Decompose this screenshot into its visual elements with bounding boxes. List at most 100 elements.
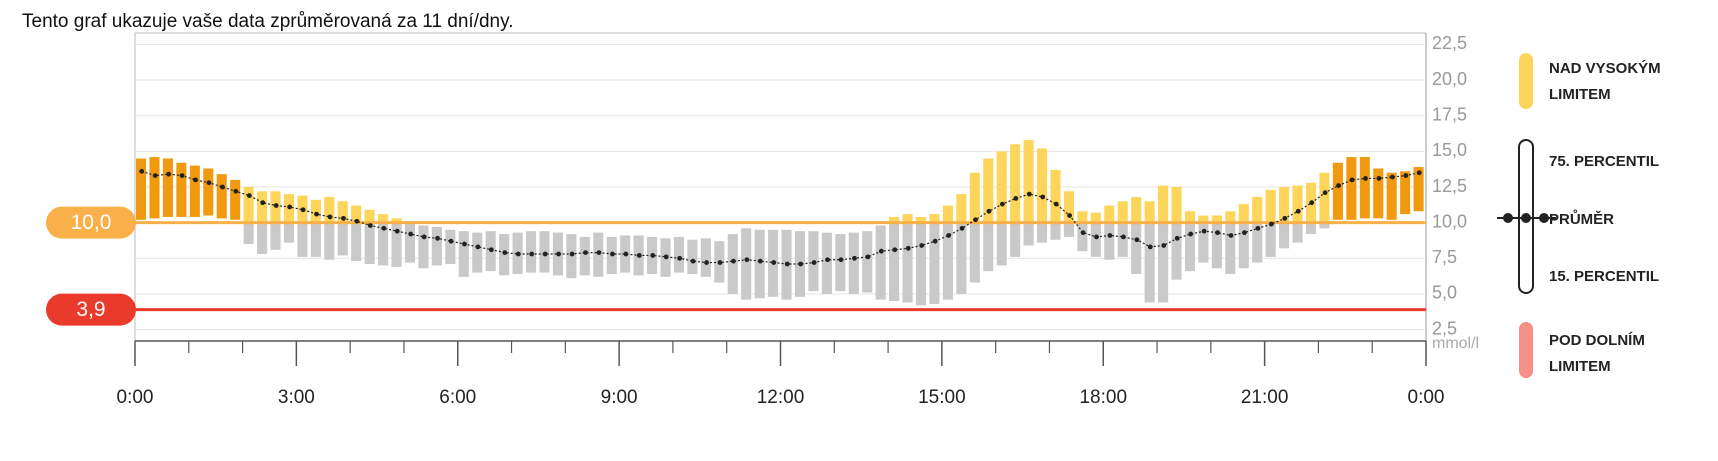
bar-high-part xyxy=(324,196,335,223)
low-limit-badge xyxy=(46,293,136,326)
legend-mean-dot xyxy=(1503,213,1513,223)
mean-dot xyxy=(1174,235,1180,241)
y-tick-label: 15,0 xyxy=(1432,140,1467,160)
mean-dot xyxy=(1403,173,1409,178)
mean-dot xyxy=(1336,183,1341,188)
bar-part xyxy=(310,222,321,257)
legend-p75: 75. PERCENTIL xyxy=(1549,153,1660,170)
mean-dot xyxy=(852,255,857,261)
bar-part xyxy=(1198,222,1209,263)
bar-part xyxy=(969,222,980,283)
bar-above-limit xyxy=(1373,168,1384,219)
mean-dot xyxy=(717,260,723,265)
mean-dot xyxy=(314,211,319,217)
bar-part xyxy=(1010,222,1021,257)
mean-dot xyxy=(1295,208,1301,214)
mean-dot xyxy=(1201,228,1207,234)
mean-dot xyxy=(354,218,360,224)
bar-above-limit xyxy=(1413,167,1424,212)
mean-dot xyxy=(1067,213,1073,218)
x-tick-label: 15:00 xyxy=(918,387,966,408)
mean-dot xyxy=(529,251,535,257)
mean-dot xyxy=(1268,221,1274,227)
bar xyxy=(862,231,873,293)
y-tick-label: 7,5 xyxy=(1432,247,1457,267)
bar-high-part xyxy=(378,214,389,223)
bar-part xyxy=(1104,222,1115,260)
bar-above-limit xyxy=(136,158,147,220)
bar-high-part xyxy=(1131,196,1142,223)
mean-dot xyxy=(771,260,777,265)
mean-dot xyxy=(636,253,642,258)
bar-high-part xyxy=(1158,185,1169,223)
bar-part xyxy=(1063,222,1074,237)
mean-dot xyxy=(610,251,615,257)
bar-high-part xyxy=(983,158,994,223)
bar-part xyxy=(243,222,254,245)
bar-part xyxy=(942,222,953,300)
legend-mean-dot xyxy=(1539,213,1549,223)
bar-above-limit xyxy=(1400,171,1411,215)
mean-dot xyxy=(421,234,427,240)
bar-part xyxy=(391,222,402,267)
bar-part xyxy=(929,222,940,304)
bar-part xyxy=(1117,222,1128,257)
mean-dot xyxy=(1309,200,1315,206)
bar-high-part xyxy=(1023,139,1034,223)
bar-part xyxy=(297,222,308,257)
bar-part xyxy=(1238,222,1249,269)
mean-dot xyxy=(905,245,911,251)
bar-part xyxy=(1090,222,1101,257)
bar-part xyxy=(915,222,927,306)
bar-above-limit xyxy=(1346,157,1357,220)
y-tick-label: 22,5 xyxy=(1432,33,1467,53)
bar xyxy=(687,239,698,274)
legend-mean: PRŮMĚR xyxy=(1549,211,1615,228)
bar-above-limit xyxy=(162,158,173,217)
mean-dot xyxy=(233,188,239,194)
bar-high-part xyxy=(969,172,980,223)
mean-dot xyxy=(1161,243,1167,248)
bar-high-part xyxy=(929,214,940,223)
mean-dot xyxy=(1389,174,1395,180)
bar xyxy=(472,232,483,273)
mean-dot xyxy=(865,254,871,260)
legend-high-swatch xyxy=(1519,53,1533,109)
mean-dot xyxy=(825,257,830,263)
mean-dot xyxy=(139,168,145,174)
bar-part xyxy=(257,222,268,255)
mean-dot xyxy=(932,238,938,244)
bar-above-limit xyxy=(189,165,200,217)
bar xyxy=(700,238,711,277)
bar-part xyxy=(983,222,994,272)
bar-part xyxy=(1050,222,1061,240)
bar-high-part xyxy=(996,151,1007,223)
bar-high-part xyxy=(1010,144,1021,223)
mean-dot xyxy=(583,250,588,255)
bar-part xyxy=(1171,222,1182,280)
bar-part xyxy=(1225,222,1236,274)
bar-high-part xyxy=(1117,201,1128,223)
mean-dot xyxy=(1215,230,1220,236)
bar-high-part xyxy=(1063,191,1074,223)
bar xyxy=(741,228,752,300)
x-tick-label: 21:00 xyxy=(1241,387,1289,408)
mean-dot xyxy=(327,214,333,220)
bar xyxy=(445,229,456,264)
bar xyxy=(727,234,738,294)
mean-dot xyxy=(1349,177,1355,183)
mean-dot xyxy=(1080,230,1086,236)
bar-high-part xyxy=(1225,211,1236,223)
bar-part xyxy=(378,222,389,266)
bar-high-part xyxy=(915,216,927,223)
legend-low-swatch xyxy=(1519,322,1533,378)
high-limit-label: 10,0 xyxy=(71,211,112,234)
bar-high-part xyxy=(1211,215,1222,223)
mean-dot xyxy=(878,248,884,254)
bar-part xyxy=(1265,222,1276,257)
bar-high-part xyxy=(889,216,900,223)
legend-p15: 15. PERCENTIL xyxy=(1549,268,1660,285)
bar xyxy=(458,231,469,277)
x-tick-label: 12:00 xyxy=(757,387,805,408)
mean-dot xyxy=(784,261,790,267)
